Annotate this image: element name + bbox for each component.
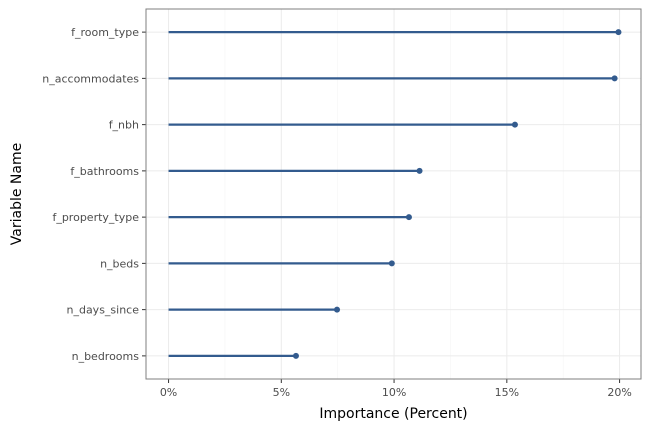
y-tick-label: n_days_since (66, 304, 139, 317)
lollipop-point (615, 29, 622, 36)
y-tick-label: f_nbh (109, 119, 139, 132)
y-tick-label: n_bedrooms (72, 350, 140, 363)
y-tick-label: f_room_type (71, 26, 139, 39)
y-tick-label: f_bathrooms (70, 165, 139, 178)
plot-panel (142, 8, 642, 383)
y-tick-label: n_beds (100, 257, 139, 270)
y-axis-title: Variable Name (9, 143, 25, 245)
lollipop-point (405, 214, 412, 221)
x-tick-label: 10% (382, 386, 406, 399)
x-tick-label: 20% (607, 386, 631, 399)
lollipop-point (416, 167, 423, 174)
data-marks (168, 29, 622, 359)
lollipop-point (334, 306, 341, 313)
x-tick-label: 15% (495, 386, 519, 399)
lollipop-point (292, 352, 299, 359)
lollipop-point (611, 75, 618, 82)
lollipop-point (388, 260, 395, 267)
x-axis-title: Importance (Percent) (319, 406, 467, 422)
y-tick-label: n_accommodates (42, 72, 139, 85)
axis-labels: 0% 5% 10% 15% 20% f_room_type n_accommodates f_… (42, 26, 632, 399)
y-tick-label: f_property_type (52, 211, 139, 224)
axis-ticks (142, 31, 621, 383)
panel-border (145, 8, 642, 380)
x-tick-label: 0% (160, 386, 177, 399)
lollipop-point (511, 121, 518, 128)
x-tick-label: 5% (273, 386, 290, 399)
